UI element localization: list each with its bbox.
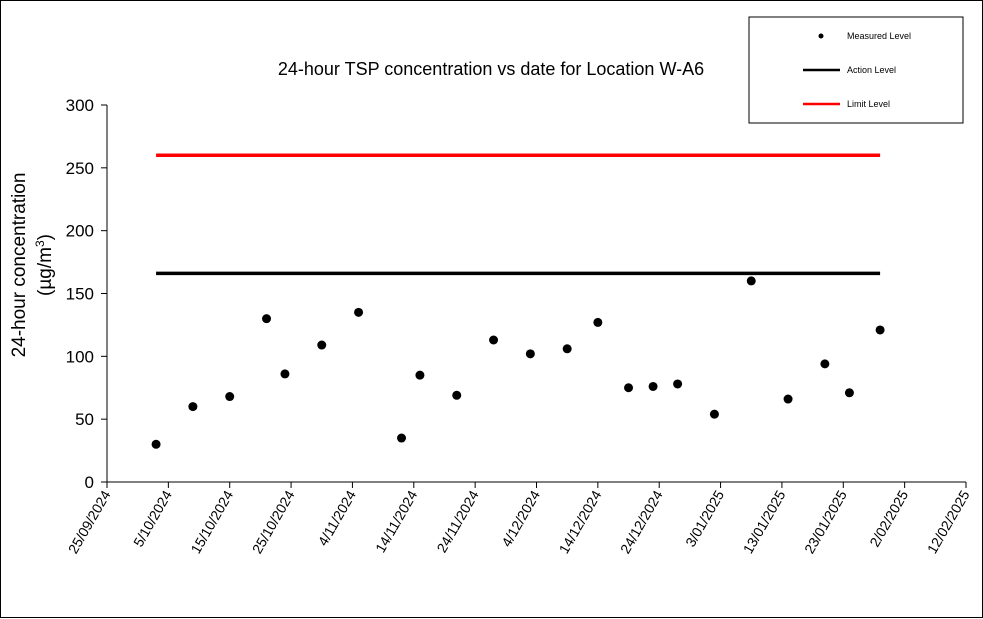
measured-point [820, 359, 830, 369]
legend-label-action: Action Level [847, 65, 896, 75]
measured-point [783, 394, 793, 404]
y-axis-label-line2: (µg/m3) [33, 234, 56, 296]
measured-point [875, 325, 885, 335]
measured-point [489, 335, 499, 345]
measured-point [151, 439, 161, 449]
legend: Measured Level Action Level Limit Level [748, 16, 964, 124]
x-tick-label: 15/10/2024 [187, 487, 236, 556]
x-tick-label: 24/12/2024 [617, 487, 666, 556]
measured-point [709, 409, 719, 419]
x-tick-label: 25/10/2024 [249, 487, 298, 556]
x-tick-label: 14/12/2024 [556, 487, 605, 556]
y-tick-label: 0 [85, 473, 94, 492]
measured-point [415, 370, 425, 380]
chart-title: 24-hour TSP concentration vs date for Lo… [278, 59, 704, 79]
x-tick-label: 12/02/2025 [924, 487, 973, 556]
y-tick-label: 50 [75, 410, 94, 429]
x-tick-label: 4/11/2024 [315, 487, 360, 548]
measured-point [746, 276, 756, 286]
threshold-lines [156, 153, 881, 276]
measured-point [452, 390, 462, 400]
y-tick-label: 100 [66, 347, 94, 366]
measured-point [354, 307, 364, 317]
measured-point [525, 349, 535, 359]
y-tick-label: 200 [66, 222, 94, 241]
measured-point [593, 317, 603, 327]
measured-point [225, 392, 235, 402]
legend-marker-measured [818, 33, 824, 39]
x-tick-label: 5/10/2024 [130, 487, 175, 549]
x-tick-label: 23/01/2025 [801, 487, 850, 556]
measured-point [844, 388, 854, 398]
x-tick-label: 14/11/2024 [372, 487, 420, 555]
measured-points [151, 276, 885, 449]
axes: 0 50 100 150 200 250 300 25/09/2024 5/10/2024 15/… [65, 96, 973, 556]
x-tick-label: 24/11/2024 [433, 487, 481, 555]
measured-point [317, 340, 327, 350]
legend-label-measured: Measured Level [847, 31, 911, 41]
y-axis-label-line1: 24-hour concentration [9, 173, 30, 358]
y-tick-label: 250 [66, 159, 94, 178]
measured-point [673, 379, 683, 389]
measured-point [624, 383, 634, 393]
measured-point [648, 381, 658, 391]
x-tick-label: 2/02/2025 [866, 487, 911, 549]
y-tick-label: 150 [66, 285, 94, 304]
legend-label-limit: Limit Level [847, 99, 890, 109]
measured-point [262, 314, 272, 324]
measured-point [397, 433, 407, 443]
x-tick-label: 25/09/2024 [65, 487, 114, 556]
legend-box [748, 16, 964, 124]
measured-point [280, 369, 290, 379]
x-tick-label: 3/01/2025 [682, 487, 727, 549]
measured-point [562, 344, 572, 354]
measured-point [188, 402, 198, 412]
y-tick-label: 300 [66, 96, 94, 115]
x-tick-label: 4/12/2024 [498, 487, 543, 549]
x-tick-label: 13/01/2025 [740, 487, 789, 556]
